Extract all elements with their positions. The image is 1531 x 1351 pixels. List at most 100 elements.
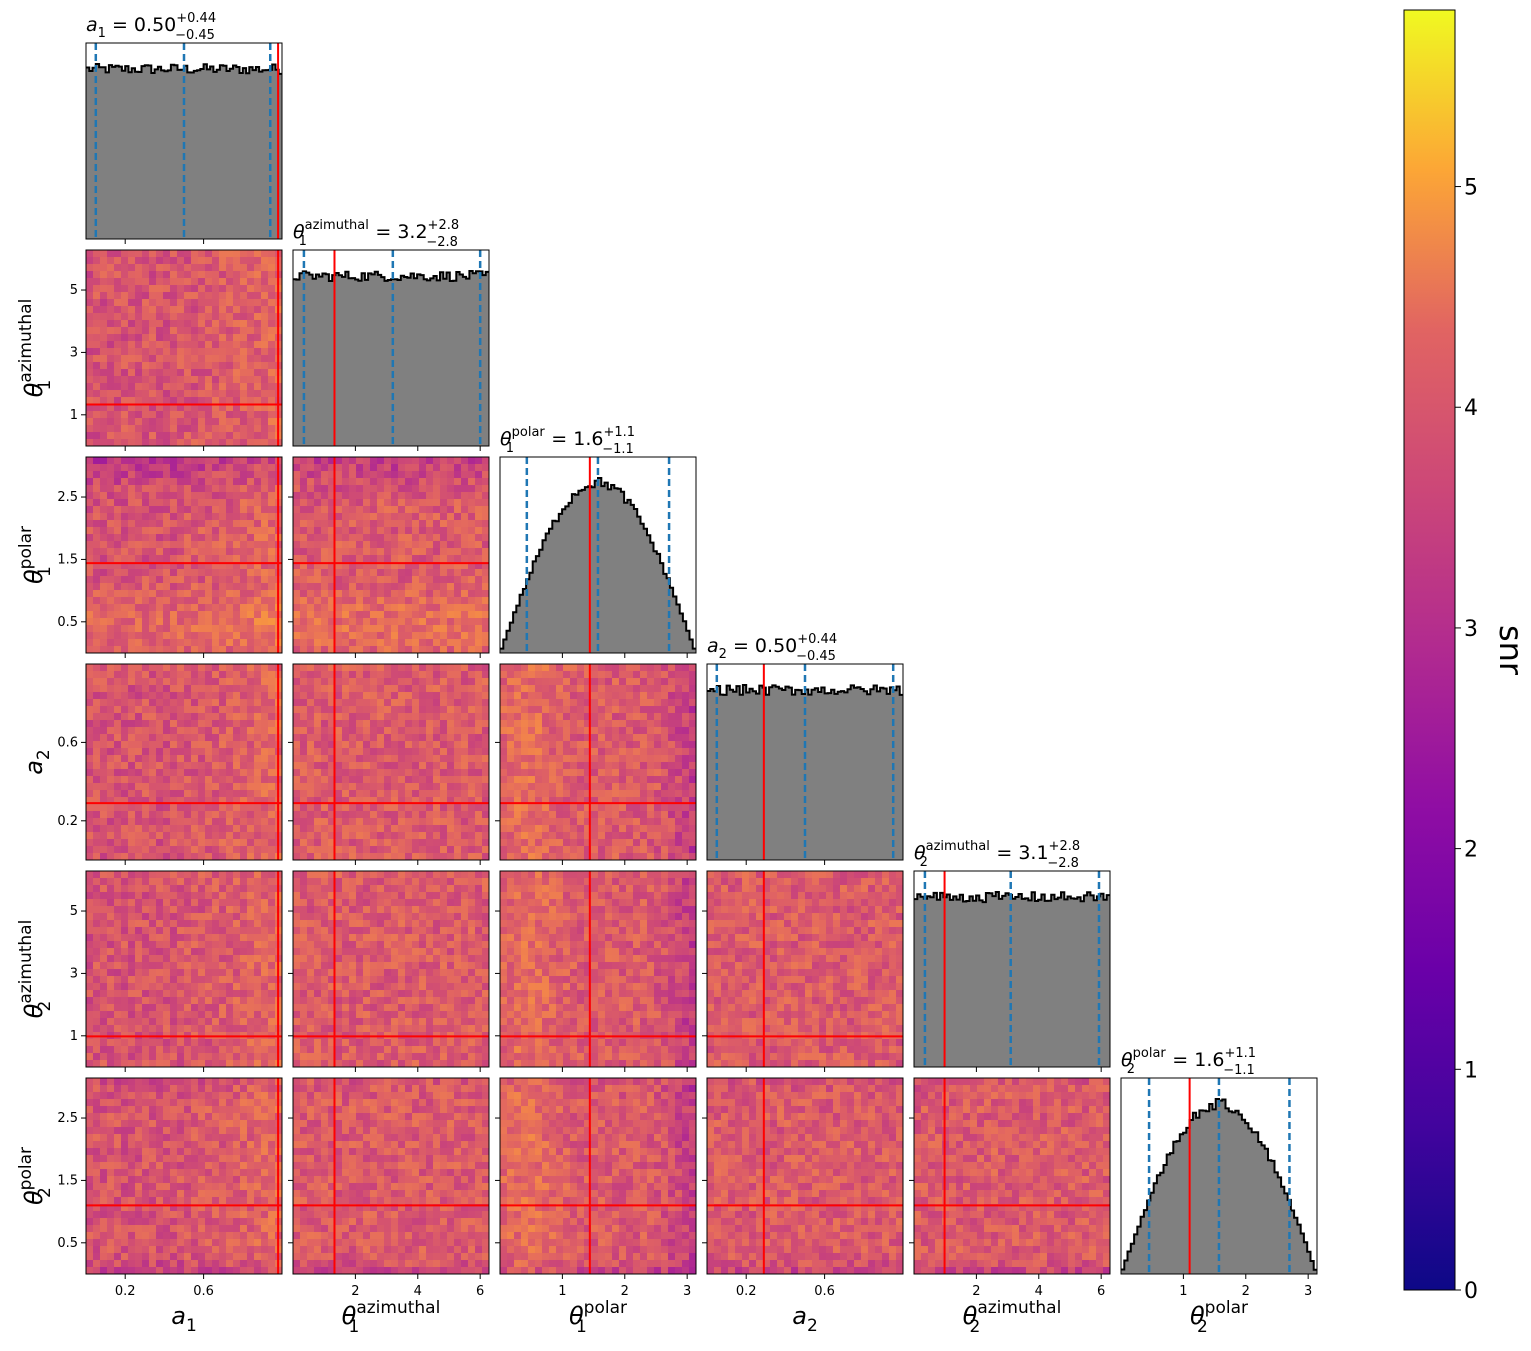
scatter-cell [233,853,241,860]
scatter-cell [268,527,276,535]
scatter-cell [391,611,399,619]
scatter-cell [86,906,94,914]
scatter-cell [128,639,136,647]
scatter-cell [100,1004,108,1012]
scatter-cell [114,425,122,433]
scatter-cell [261,306,269,314]
scatter-cell [454,797,462,805]
scatter-cell [349,769,357,777]
scatter-cell [247,397,255,405]
scatter-cell [377,664,385,672]
scatter-cell [314,853,322,860]
scatter-cell [328,618,336,626]
scatter-cell [135,569,143,577]
scatter-cell [433,583,441,591]
scatter-cell [205,299,213,307]
scatter-cell [184,713,192,721]
scatter-cell [577,720,585,728]
scatter-cell [619,811,627,819]
scatter-cell [219,471,227,479]
scatter-cell [475,664,483,672]
scatter-cell [142,776,150,784]
scatter-cell [93,797,101,805]
scatter-cell [440,478,448,486]
scatter-cell [447,471,455,479]
scatter-cell [163,341,171,349]
scatter-cell [391,597,399,605]
scatter-cell [307,478,315,486]
scatter-cell [100,990,108,998]
scatter-cell [114,899,122,907]
scatter-cell [177,678,185,686]
scatter-cell [107,685,115,693]
scatter-cell [163,639,171,647]
scatter-cell [293,604,301,612]
scatter-cell [342,646,350,653]
scatter-cell [191,313,199,321]
scatter-cell [426,671,434,679]
scatter-cell [321,832,329,840]
scatter-cell [170,341,178,349]
scatter-cell [433,625,441,633]
scatter-cell [307,618,315,626]
scatter-cell [370,485,378,493]
scatter-cell [398,734,406,742]
scatter-cell [535,706,543,714]
scatter-cell [507,678,515,686]
scatter-cell [426,713,434,721]
scatter-cell [398,699,406,707]
scatter-cell [128,846,136,854]
scatter-cell [514,832,522,840]
scatter-cell [363,541,371,549]
scatter-cell [307,485,315,493]
scatter-cell [184,639,192,647]
scatter-cell [86,734,94,742]
scatter-cell [398,706,406,714]
scatter-cell [205,748,213,756]
scatter-cell [233,390,241,398]
scatter-cell [177,646,185,653]
scatter-cell [335,471,343,479]
scatter-cell [191,457,199,465]
scatter-cell [507,797,515,805]
scatter-cell [363,839,371,847]
scatter-cell [184,278,192,286]
scatter-cell [570,699,578,707]
scatter-cell [328,685,336,693]
scatter-cell [342,632,350,640]
scatter-cell [240,271,248,279]
scatter-cell [335,685,343,693]
scatter-cell [177,625,185,633]
scatter-cell [198,520,206,528]
scatter-cell [170,678,178,686]
scatter-cell [135,390,143,398]
scatter-cell [177,569,185,577]
scatter-cell [205,811,213,819]
scatter-cell [500,811,508,819]
scatter-cell [184,520,192,528]
scatter-cell [100,699,108,707]
scatter-cell [475,811,483,819]
scatter-cell [640,818,648,826]
scatter-cell [314,590,322,598]
scatter-cell [128,878,136,886]
scatter-cell [377,562,385,570]
scatter-cell [205,625,213,633]
scatter-cell [500,797,508,805]
scatter-cell [100,341,108,349]
scatter-cell [268,492,276,500]
scatter-cell [440,541,448,549]
scatter-cell [170,825,178,833]
scatter-cell [612,825,620,833]
scatter-cell [212,464,220,472]
scatter-cell [142,292,150,300]
scatter-cell [212,853,220,860]
scatter-cell [205,355,213,363]
scatter-cell [535,797,543,805]
scatter-cell [300,853,308,860]
scatter-cell [356,804,364,812]
scatter-cell [377,692,385,700]
scatter-cell [500,804,508,812]
scatter-cell [633,692,641,700]
scatter-cell [177,741,185,749]
